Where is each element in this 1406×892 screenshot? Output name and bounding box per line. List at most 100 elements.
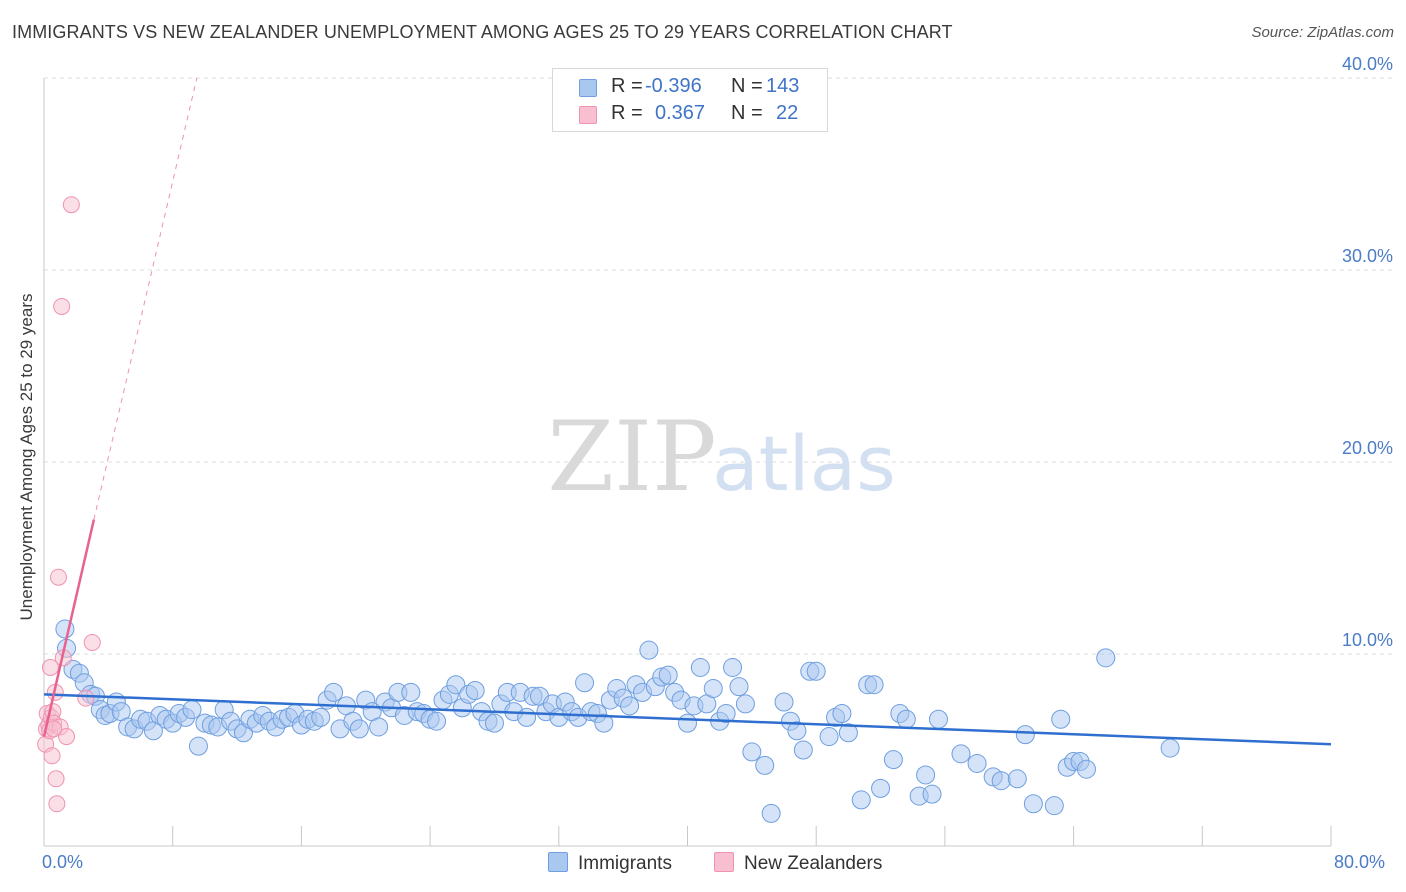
- legend-n-value: 22: [776, 102, 799, 124]
- bottom-legend-immigrants: Immigrants: [548, 852, 672, 875]
- bottom-legend-label-immigrants: Immigrants: [578, 853, 672, 874]
- grid-lines: [44, 77, 1392, 655]
- immigrants-point: [446, 675, 466, 695]
- bottom-legend-new-zealanders: New Zealanders: [714, 852, 882, 875]
- legend-row-immigrants: R = -0.396 N = 143: [553, 75, 827, 101]
- immigrants-point: [838, 723, 858, 743]
- correlation-legend: R = -0.396 N = 143 R = 0.367 N = 22: [552, 68, 828, 132]
- immigrants-point: [1007, 769, 1027, 789]
- immigrants-point: [658, 665, 678, 685]
- immigrants-point: [1160, 738, 1180, 758]
- legend-n-label: N =: [731, 102, 763, 124]
- legend-r-label: R =: [611, 75, 643, 97]
- bottom-legend-swatch-new-zealanders: [714, 852, 734, 872]
- new-zealanders-point: [43, 747, 61, 765]
- y-tick-label: 10.0%: [1342, 630, 1393, 650]
- immigrants-point: [690, 657, 710, 677]
- immigrants-point: [916, 765, 936, 785]
- bottom-legend-swatch-immigrants: [548, 852, 568, 872]
- y-tick-label: 20.0%: [1342, 438, 1393, 458]
- immigrants-point: [324, 682, 344, 702]
- trend-lines: [42, 77, 1332, 746]
- legend-n-value: 143: [766, 75, 800, 97]
- new-zealanders-point: [62, 196, 80, 214]
- immigrants-point: [761, 803, 781, 823]
- immigrants-point: [735, 694, 755, 714]
- new-zealanders-point: [53, 297, 71, 315]
- legend-row-new-zealanders: R = 0.367 N = 22: [553, 102, 827, 128]
- bottom-legend-label-new-zealanders: New Zealanders: [744, 853, 883, 874]
- immigrants-point: [716, 704, 736, 724]
- immigrants-point: [465, 680, 485, 700]
- watermark: ZIP atlas: [547, 401, 895, 513]
- immigrants-point: [742, 742, 762, 762]
- immigrants-point: [517, 707, 537, 727]
- new-zealanders-trend-line: [42, 519, 96, 737]
- legend-swatch-new-zealanders: [579, 106, 597, 124]
- immigrants-point: [723, 657, 743, 677]
- new-zealanders-point: [49, 568, 67, 586]
- immigrants-point: [967, 753, 987, 773]
- immigrants-point: [484, 713, 504, 733]
- immigrants-point: [311, 707, 331, 727]
- immigrants-point: [928, 709, 948, 729]
- immigrants-point: [864, 675, 884, 695]
- x-tick-label-min: 0.0%: [42, 852, 84, 872]
- watermark-atlas: atlas: [712, 419, 896, 508]
- immigrants-point: [369, 717, 389, 737]
- y-tick-label: 40.0%: [1342, 54, 1393, 74]
- immigrants-point: [703, 679, 723, 699]
- new-zealanders-point: [83, 633, 101, 651]
- x-tick-label-max: 80.0%: [1334, 852, 1386, 872]
- immigrants-point: [1015, 725, 1035, 745]
- immigrants-point: [1023, 794, 1043, 814]
- immigrants-point: [1096, 648, 1116, 668]
- chart-title: IMMIGRANTS VS NEW ZEALANDER UNEMPLOYMENT…: [12, 22, 953, 42]
- immigrants-point: [871, 778, 891, 798]
- immigrants-point: [774, 692, 794, 712]
- immigrants-point: [575, 673, 595, 693]
- immigrants-point: [883, 750, 903, 770]
- immigrants-point: [678, 713, 697, 733]
- immigrants-point: [729, 677, 749, 697]
- legend-r-value: -0.396: [645, 75, 702, 97]
- legend-r-value: 0.367: [655, 102, 706, 124]
- immigrants-point: [1051, 709, 1071, 729]
- immigrants-point: [787, 721, 807, 741]
- immigrants-trend-line: [43, 693, 1332, 746]
- immigrants-point: [349, 719, 369, 739]
- immigrants-point: [639, 640, 659, 660]
- immigrants-point: [806, 661, 826, 681]
- immigrants-point: [896, 709, 916, 729]
- immigrants-point: [620, 696, 640, 716]
- immigrants-point: [832, 704, 852, 724]
- new-zealanders-point: [77, 689, 95, 707]
- immigrants-point: [188, 736, 208, 756]
- legend-swatch-immigrants: [579, 79, 597, 97]
- immigrants-point: [1076, 759, 1096, 779]
- immigrants-point: [427, 711, 447, 731]
- new-zealanders-point: [48, 795, 66, 813]
- watermark-zip: ZIP: [547, 401, 716, 513]
- immigrants-point: [755, 755, 775, 775]
- immigrants-point: [951, 744, 971, 764]
- immigrants-point: [922, 784, 942, 804]
- new-zealanders-point: [47, 770, 65, 788]
- immigrants-point: [1044, 796, 1064, 816]
- y-tick-label: 30.0%: [1342, 246, 1393, 266]
- immigrants-point: [793, 740, 813, 760]
- new-zealanders-trend-extension: [93, 77, 198, 520]
- y-axis-tick-labels: 10.0% 20.0% 30.0% 40.0%: [1342, 54, 1393, 650]
- x-axis-ticks: [172, 826, 1332, 846]
- immigrants-point: [991, 771, 1011, 791]
- immigrants-point: [819, 727, 839, 747]
- immigrants-point: [594, 713, 614, 733]
- legend-n-label: N =: [731, 75, 763, 97]
- new-zealanders-point: [58, 728, 76, 746]
- immigrants-point: [401, 682, 421, 702]
- immigrants-point: [182, 700, 202, 720]
- legend-r-label: R =: [611, 102, 643, 124]
- new-zealanders-point: [41, 658, 59, 676]
- immigrants-point: [851, 790, 871, 810]
